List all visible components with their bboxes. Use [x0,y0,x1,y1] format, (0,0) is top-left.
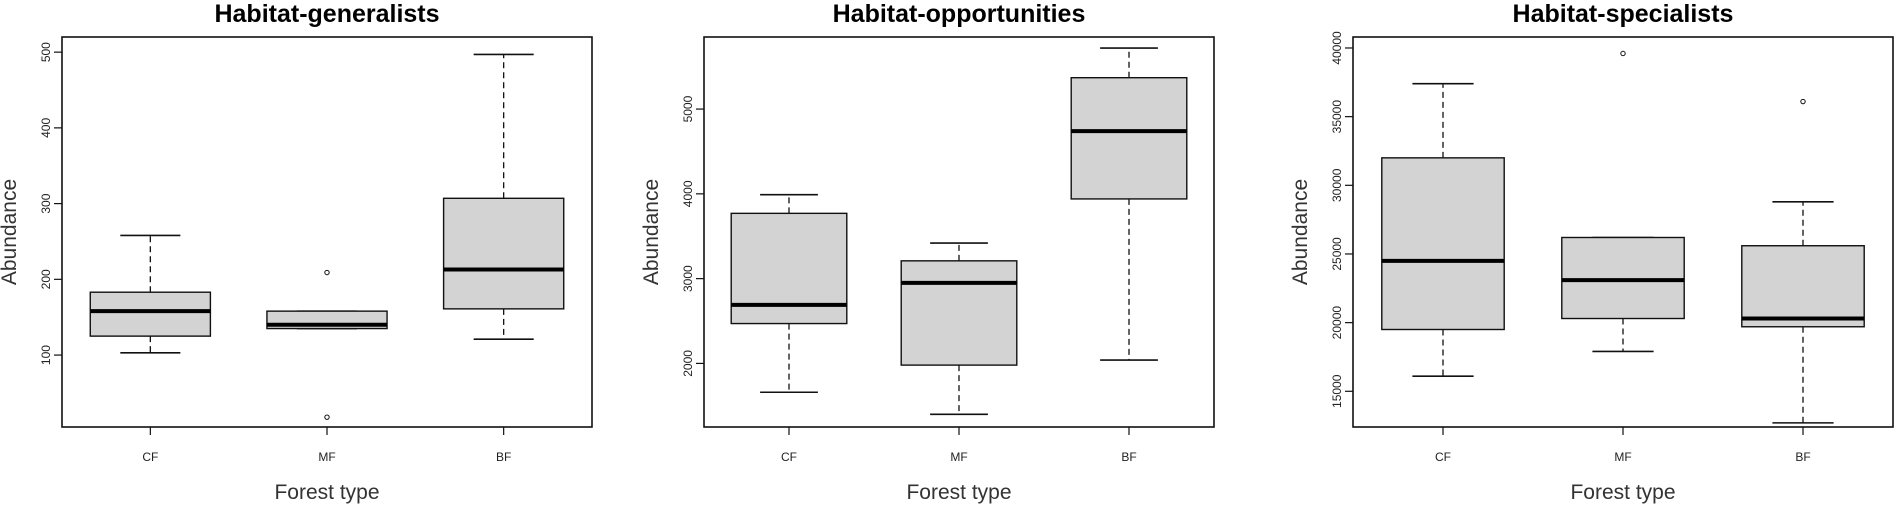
box-CF [730,193,848,394]
outlier-point [324,269,330,276]
box-iqr [900,260,1018,366]
x-tick-label: MF [1614,450,1631,464]
x-tick-label: CF [781,450,797,464]
chart-title: Habitat-generalists [214,0,439,28]
y-tick-label: 15000 [1330,374,1344,408]
chart-panel-3: Habitat-specialists 15000 20000 25000 30000 3… [1289,0,1894,504]
box-iqr [1381,157,1505,331]
box-MF [1561,50,1685,353]
x-tick-label: MF [318,450,335,464]
chart-title: Habitat-opportunities [833,0,1086,28]
y-tick-label: 40000 [1330,31,1344,65]
y-tick-label: 20000 [1330,306,1344,340]
x-axis-label: Forest type [274,481,379,504]
y-tick-label: 200 [39,269,53,289]
outlier-point [1620,50,1626,57]
y-tick-label: 35000 [1330,100,1344,134]
box-MF [266,269,388,420]
box-BF [1070,47,1188,361]
outlier-point [324,414,330,420]
y-tick-label: 500 [39,42,53,62]
y-tick-label: 300 [39,193,53,213]
x-axis-label: Forest type [1570,481,1675,504]
y-axis-label: Abundance [640,179,663,285]
box-BF [442,53,565,340]
box-CF [1381,82,1505,377]
chart-title: Habitat-specialists [1513,0,1734,28]
box-MF [900,242,1018,416]
y-tick-label: 400 [39,118,53,138]
outlier-point [1800,98,1806,105]
box-iqr [89,291,212,337]
y-tick-label: 5000 [681,95,695,122]
y-tick-label: 30000 [1330,168,1344,202]
y-axis-label: Abundance [1289,179,1312,285]
x-tick-label: BF [496,450,511,464]
box-CF [89,234,212,354]
x-tick-label: CF [1435,450,1451,464]
x-tick-label: CF [142,450,158,464]
y-tick-label: 100 [39,345,53,365]
x-tick-label: MF [950,450,967,464]
box-BF [1741,98,1865,424]
chart-panel-2: Habitat-opportunities 2000 3000 4000 5000 Abu… [640,0,1215,504]
y-tick-label: 3000 [681,265,695,292]
x-axis-label: Forest type [906,481,1011,504]
x-tick-label: BF [1121,450,1136,464]
box-iqr [1070,76,1188,200]
box-iqr [1561,236,1685,320]
y-tick-label: 4000 [681,180,695,207]
box-iqr [1741,245,1865,328]
box-iqr [442,197,565,310]
y-tick-label: 25000 [1330,237,1344,271]
x-tick-label: BF [1795,450,1810,464]
chart-panel-1: Habitat-generalists 100 200 300 400 500 Abunda… [0,0,593,504]
y-tick-label: 2000 [681,350,695,377]
y-axis-label: Abundance [0,179,21,285]
box-iqr [730,212,848,325]
